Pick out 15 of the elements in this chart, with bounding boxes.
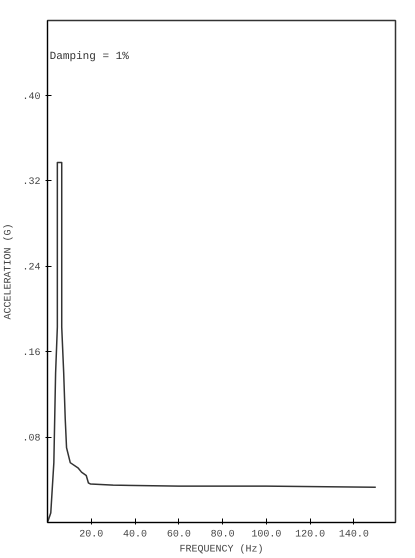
y-tick-label: .32 (22, 177, 41, 188)
x-tick-label: 40.0 (123, 530, 148, 540)
x-tick-label: 120.0 (295, 530, 326, 540)
x-tick-label: 80.0 (210, 530, 235, 540)
x-tick-label: 20.0 (79, 530, 104, 540)
x-tick-label: 140.0 (338, 530, 369, 540)
x-tick-label: 100.0 (251, 530, 282, 540)
annotation: Damping = 1% (50, 51, 130, 64)
x-axis-title: FREQUENCY (Hz) (179, 544, 264, 556)
x-tick-label: 60.0 (166, 530, 191, 540)
y-axis-title: ACCELERATION (G) (2, 223, 14, 320)
y-tick-label: .24 (22, 262, 41, 274)
y-tick-label: .08 (22, 434, 41, 445)
y-tick-label: .16 (22, 348, 41, 360)
y-tick-label: .40 (22, 92, 41, 103)
